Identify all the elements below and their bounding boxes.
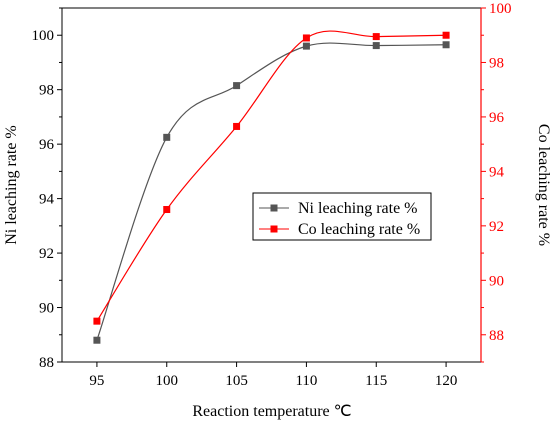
data-point-ni [93,336,101,344]
x-tick-label: 100 [156,373,179,389]
left-axis-ticks: 88 90 92 94 96 98 100 [32,7,62,371]
right-tick-label: 90 [489,273,504,289]
x-tick-label: 120 [435,373,458,389]
right-tick-label: 96 [489,110,505,126]
x-tick-label: 110 [295,373,317,389]
x-tick-label: 115 [365,373,387,389]
left-tick-label: 94 [39,192,55,208]
data-point-co [302,34,310,42]
x-tick-label: 95 [89,373,104,389]
data-point-ni [233,82,241,90]
data-point-co [233,122,241,130]
right-tick-label: 94 [489,164,505,180]
right-tick-label: 100 [489,1,512,17]
left-tick-label: 90 [39,301,54,317]
data-point-co [93,317,101,325]
data-point-ni [302,42,310,50]
legend-ni-label: Ni leaching rate % [298,200,418,217]
x-axis-title: Reaction temperature ℃ [192,403,351,420]
left-tick-label: 92 [39,246,54,262]
x-tick-label: 105 [225,373,248,389]
left-tick-label: 100 [32,28,55,44]
series-layer [93,30,450,344]
legend-ni-marker [270,204,278,212]
legend-co-label: Co leaching rate % [298,221,420,238]
left-tick-label: 88 [39,355,54,371]
left-tick-label: 96 [39,137,55,153]
series-line-ni [96,42,447,341]
right-tick-label: 88 [489,328,504,344]
right-tick-label: 92 [489,219,504,235]
legend-box [252,192,432,241]
plot-area [61,7,482,363]
right-tick-label: 98 [489,55,504,71]
data-point-ni [163,133,171,141]
data-point-co [442,31,450,39]
data-point-co [372,33,380,41]
right-axis-title: Co leaching rate % [535,124,550,246]
left-axis-title: Ni leaching rate % [3,125,20,245]
legend-co-marker [270,225,278,233]
left-tick-label: 98 [39,83,54,99]
data-point-ni [372,42,380,50]
data-point-co [163,206,171,214]
legend: Ni leaching rate % Co leaching rate % [252,192,432,241]
data-point-ni [442,41,450,49]
x-axis-ticks: 95 100 105 110 115 120 [89,362,457,389]
right-axis-ticks: 88 90 92 94 96 98 100 [481,1,512,363]
